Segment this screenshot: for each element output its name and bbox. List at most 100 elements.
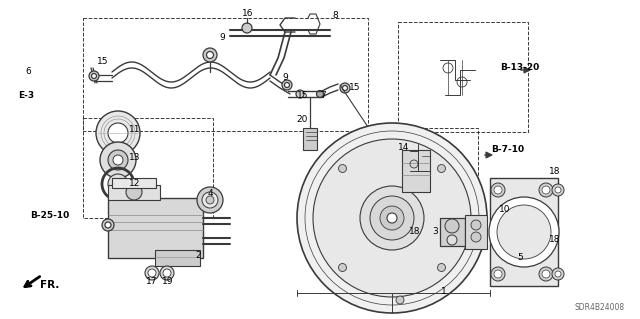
Circle shape: [555, 271, 561, 277]
Circle shape: [445, 219, 459, 233]
Circle shape: [92, 73, 97, 78]
Text: 5: 5: [517, 254, 523, 263]
Circle shape: [552, 268, 564, 280]
Text: 15: 15: [349, 84, 361, 93]
Circle shape: [105, 222, 111, 228]
Bar: [112, 178, 156, 188]
Circle shape: [360, 186, 424, 250]
Circle shape: [197, 187, 223, 213]
Text: 2: 2: [195, 251, 201, 261]
Bar: [303, 128, 317, 150]
Circle shape: [497, 205, 551, 259]
Circle shape: [438, 263, 445, 271]
Bar: [108, 185, 160, 200]
Circle shape: [96, 111, 140, 155]
Text: 6: 6: [25, 68, 31, 77]
Text: 10: 10: [499, 205, 511, 214]
Circle shape: [438, 165, 445, 173]
Circle shape: [113, 155, 123, 165]
Circle shape: [145, 266, 159, 280]
Text: 11: 11: [129, 125, 141, 135]
Circle shape: [542, 270, 550, 278]
Circle shape: [206, 196, 214, 204]
Circle shape: [396, 296, 404, 304]
Bar: [398, 22, 528, 132]
Text: 18: 18: [549, 167, 561, 176]
Bar: [83, 118, 213, 218]
Text: 13: 13: [129, 153, 141, 162]
Circle shape: [471, 232, 481, 242]
Circle shape: [148, 269, 156, 277]
Text: 7: 7: [320, 91, 326, 100]
Circle shape: [89, 71, 99, 81]
Bar: [440, 218, 465, 246]
Circle shape: [555, 187, 561, 193]
Text: 1: 1: [441, 287, 447, 296]
Circle shape: [297, 123, 487, 313]
Circle shape: [282, 80, 292, 90]
Circle shape: [160, 266, 174, 280]
Text: 18: 18: [409, 227, 420, 236]
Circle shape: [539, 267, 553, 281]
Circle shape: [108, 150, 128, 170]
Circle shape: [207, 51, 214, 58]
Circle shape: [340, 83, 350, 93]
Circle shape: [203, 48, 217, 62]
Circle shape: [296, 90, 304, 98]
Text: FR.: FR.: [40, 280, 60, 290]
Text: 3: 3: [432, 227, 438, 236]
Circle shape: [494, 270, 502, 278]
Text: B-7-10: B-7-10: [492, 145, 525, 154]
Circle shape: [339, 263, 346, 271]
Text: 12: 12: [129, 179, 141, 188]
Circle shape: [491, 267, 505, 281]
Bar: [398, 128, 478, 203]
Text: 4: 4: [207, 189, 213, 198]
Circle shape: [102, 219, 114, 231]
Circle shape: [342, 85, 348, 91]
Bar: [490, 178, 558, 286]
Circle shape: [242, 23, 252, 33]
Bar: [108, 198, 203, 258]
Circle shape: [313, 139, 471, 297]
Bar: [402, 150, 430, 192]
Circle shape: [380, 206, 404, 230]
Circle shape: [387, 213, 397, 223]
Text: 16: 16: [243, 10, 253, 19]
Text: 15: 15: [297, 91, 308, 100]
Circle shape: [108, 174, 128, 194]
Circle shape: [100, 142, 136, 178]
Circle shape: [317, 91, 323, 98]
Circle shape: [339, 165, 346, 173]
Circle shape: [447, 235, 457, 245]
Text: B-25-10: B-25-10: [30, 211, 70, 220]
Text: SDR4B24008: SDR4B24008: [575, 303, 625, 313]
Text: 14: 14: [398, 144, 410, 152]
Text: E-3: E-3: [18, 92, 34, 100]
Text: 8: 8: [332, 11, 338, 20]
Circle shape: [285, 83, 289, 87]
Circle shape: [491, 183, 505, 197]
Circle shape: [370, 196, 414, 240]
Bar: [155, 250, 200, 266]
Circle shape: [494, 186, 502, 194]
Text: B-13-20: B-13-20: [500, 63, 540, 72]
Text: 9: 9: [219, 33, 225, 42]
Circle shape: [126, 184, 142, 200]
Text: 15: 15: [97, 57, 109, 66]
Circle shape: [539, 183, 553, 197]
Bar: [83, 18, 368, 131]
Bar: [465, 215, 487, 249]
Circle shape: [108, 123, 128, 143]
Text: 19: 19: [163, 277, 173, 286]
Circle shape: [202, 192, 218, 208]
Text: 17: 17: [147, 277, 157, 286]
Text: 18: 18: [549, 235, 561, 244]
Circle shape: [542, 186, 550, 194]
Text: 9: 9: [282, 73, 288, 83]
Circle shape: [163, 269, 171, 277]
Circle shape: [552, 184, 564, 196]
Circle shape: [471, 220, 481, 230]
Circle shape: [489, 197, 559, 267]
Text: 20: 20: [296, 115, 308, 124]
